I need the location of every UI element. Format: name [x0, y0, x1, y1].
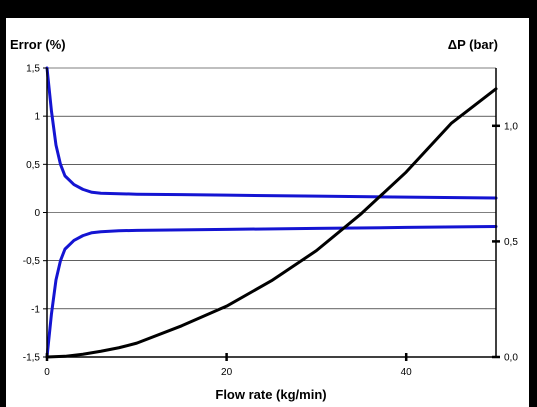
x-tick-label: 0 [44, 367, 50, 378]
chart-panel: 1,5 1 0,5 0 -0,5 -1 -1,5 1,0 0,5 0,0 0 20 40 Error (… [6, 18, 529, 407]
x-tick-label: 40 [401, 367, 413, 378]
y-left-tick-label: 0,5 [26, 160, 40, 171]
error-lower-line [45, 224, 498, 359]
y-left-axis-title: Error (%) [10, 37, 66, 52]
grid-layer [47, 67, 496, 358]
y-right-tick-label: 1,0 [504, 121, 518, 132]
x-tick-label: 20 [221, 367, 233, 378]
y-right-tick-label: 0,0 [504, 353, 518, 364]
y-left-tick-label: 1,5 [26, 64, 40, 75]
chart-svg: 1,5 1 0,5 0 -0,5 -1 -1,5 1,0 0,5 0,0 0 20 40 Error (… [10, 37, 519, 402]
series-layer [45, 66, 498, 359]
y-left-tick-label: 0 [34, 208, 40, 219]
y-left-tick-label: -0,5 [23, 256, 41, 267]
y-right-tick-label: 0,5 [504, 237, 518, 248]
tick-layer: 1,5 1 0,5 0 -0,5 -1 -1,5 1,0 0,5 0,0 0 20 40 [23, 64, 519, 379]
error-upper-line [45, 66, 498, 200]
pressure-drop-line [45, 87, 498, 359]
y-left-tick-label: 1 [34, 112, 40, 123]
y-right-axis-title: ΔP (bar) [448, 37, 498, 52]
x-axis-title: Flow rate (kg/min) [215, 387, 326, 402]
y-left-tick-label: -1 [31, 304, 40, 315]
y-left-tick-label: -1,5 [23, 353, 41, 364]
